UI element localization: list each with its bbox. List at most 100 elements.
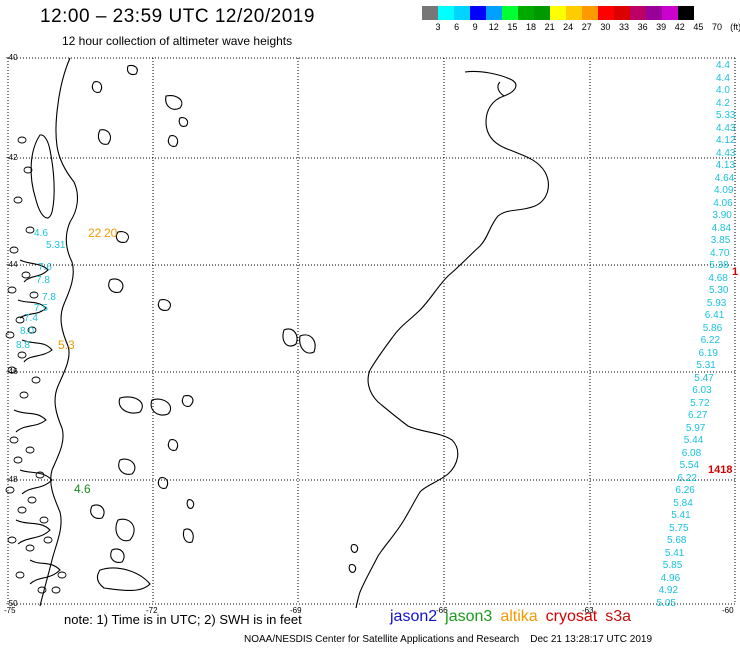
color-scale-bar bbox=[422, 6, 694, 20]
wave-height-label: 5.47 bbox=[694, 372, 714, 384]
color-scale-label: (ft) bbox=[730, 22, 740, 32]
color-scale-label: 9 bbox=[472, 22, 478, 32]
longitude-label: -66 bbox=[436, 606, 448, 615]
wave-height-label: 1 bbox=[732, 266, 739, 278]
color-scale-label: 70 bbox=[711, 22, 723, 32]
color-swatch bbox=[662, 6, 678, 20]
satellite-altika: altika bbox=[500, 608, 538, 625]
wave-height-label: 1418 bbox=[708, 464, 733, 476]
island-outline bbox=[51, 586, 61, 594]
wave-height-label: 5.85 bbox=[662, 560, 683, 571]
color-scale-labels: 3 6 9 12 15 18 21 24 27 30 33 36 39 42 45 70 (ft) bbox=[422, 22, 740, 34]
color-scale-label: 42 bbox=[674, 22, 685, 32]
wave-height-label: 5.93 bbox=[706, 297, 727, 309]
wave-height-label: 5.3 bbox=[58, 338, 75, 352]
color-scale-label: 15 bbox=[507, 22, 518, 32]
wave-height-label: 5.31 bbox=[696, 360, 716, 371]
wave-height-label: 5.30 bbox=[709, 285, 729, 296]
archipelago bbox=[5, 136, 67, 594]
wave-height-label: 4.2 bbox=[716, 97, 730, 109]
wave-height-label: 7.6 bbox=[38, 262, 52, 273]
color-scale-label: 12 bbox=[488, 22, 499, 32]
latitude-label: -48 bbox=[6, 475, 18, 484]
island-outline bbox=[5, 486, 15, 494]
wave-height-label: 7.8 bbox=[36, 275, 50, 286]
island-outline bbox=[21, 271, 31, 279]
satellite-s3a: s3a bbox=[605, 608, 632, 625]
wave-height-label: 22 bbox=[88, 226, 102, 240]
wave-height-label: 6.41 bbox=[704, 310, 725, 321]
island-outline bbox=[15, 571, 25, 579]
coastline bbox=[13, 57, 549, 609]
island-outline bbox=[27, 496, 37, 504]
page-title: 12:00 – 23:59 UTC 12/20/2019 bbox=[40, 6, 315, 27]
wave-height-label: 4.0 bbox=[716, 85, 730, 96]
island-outline bbox=[19, 391, 29, 399]
latitude-label: -46 bbox=[6, 367, 18, 376]
satellite-cryosat: cryosat bbox=[545, 608, 598, 625]
color-scale-label: 33 bbox=[618, 22, 630, 32]
wave-height-label: 5.31 bbox=[46, 240, 66, 251]
wave-height-label: 6.26 bbox=[675, 485, 695, 496]
footer-credit: NOAA/NESDIS Center for Satellite Applica… bbox=[244, 634, 652, 645]
wave-height-label: 5.75 bbox=[669, 522, 689, 534]
wave-height-label: 6.22 bbox=[677, 472, 697, 484]
wave-height-label: 4.4 bbox=[716, 60, 730, 71]
wave-height-label: 4.64 bbox=[714, 172, 735, 184]
island-outline bbox=[7, 536, 17, 544]
island-outline bbox=[29, 291, 39, 299]
wave-height-label: 20 bbox=[104, 226, 118, 240]
island-outline bbox=[27, 326, 37, 334]
satellite-jason3: jason3 bbox=[445, 608, 493, 625]
color-scale-label: 45 bbox=[693, 22, 704, 32]
wave-height-label: 7.8 bbox=[42, 292, 56, 303]
timestamp-text: Dec 21 13:28:17 UTC 2019 bbox=[530, 634, 653, 645]
wave-height-label: 5.41 bbox=[671, 510, 691, 521]
island-outline bbox=[9, 436, 19, 444]
color-scale-label: 39 bbox=[656, 22, 667, 32]
satellite-jason2: jason2 bbox=[390, 608, 438, 625]
wave-height-label: 7.4 bbox=[24, 313, 38, 324]
color-swatch bbox=[518, 6, 534, 20]
wave-height-label: 5.72 bbox=[690, 397, 710, 409]
map-grid bbox=[7, 57, 736, 605]
color-scale-label: 27 bbox=[581, 22, 592, 32]
latitude-label: -42 bbox=[6, 153, 18, 162]
longitude-label: -60 bbox=[722, 606, 734, 615]
color-swatch bbox=[502, 6, 518, 20]
color-swatch bbox=[438, 6, 454, 20]
color-swatch bbox=[630, 6, 646, 20]
wave-height-label: 5.54 bbox=[679, 460, 700, 471]
wave-height-label: 5.86 bbox=[702, 322, 723, 334]
agency-text: NOAA/NESDIS Center for Satellite Applica… bbox=[244, 634, 520, 645]
latitude-label: -44 bbox=[6, 260, 18, 269]
color-scale-label: 30 bbox=[600, 22, 611, 32]
wave-height-label: 4.43 bbox=[716, 147, 736, 159]
wave-height-label: 5.41 bbox=[664, 547, 685, 559]
island-outline bbox=[35, 471, 45, 479]
island-outline bbox=[17, 351, 27, 359]
color-swatch bbox=[678, 6, 694, 20]
wave-height-label: 6.03 bbox=[692, 385, 712, 396]
latitude-label: -50 bbox=[6, 599, 18, 608]
island-outline bbox=[17, 136, 27, 144]
note-text: note: 1) Time is in UTC; 2) SWH is in fe… bbox=[64, 612, 302, 627]
color-swatch bbox=[646, 6, 662, 20]
wave-height-label: 4.6 bbox=[34, 228, 48, 239]
longitude-label: -75 bbox=[4, 606, 16, 615]
island-outline bbox=[17, 506, 27, 514]
wave-height-label: 6.19 bbox=[698, 347, 718, 359]
latitude-label: -40 bbox=[6, 53, 18, 62]
color-scale-label: 21 bbox=[544, 22, 555, 32]
wave-height-label: 5.97 bbox=[685, 422, 706, 434]
longitude-label: -69 bbox=[290, 606, 302, 615]
wave-height-label: 4.70 bbox=[710, 247, 730, 259]
color-swatch bbox=[534, 6, 550, 20]
island-outline bbox=[25, 446, 35, 454]
color-swatch bbox=[454, 6, 470, 20]
wave-height-label: 4.13 bbox=[715, 160, 736, 171]
wave-height-label: 4.92 bbox=[658, 585, 679, 596]
island-outline bbox=[15, 316, 25, 324]
island-outline bbox=[23, 166, 33, 174]
